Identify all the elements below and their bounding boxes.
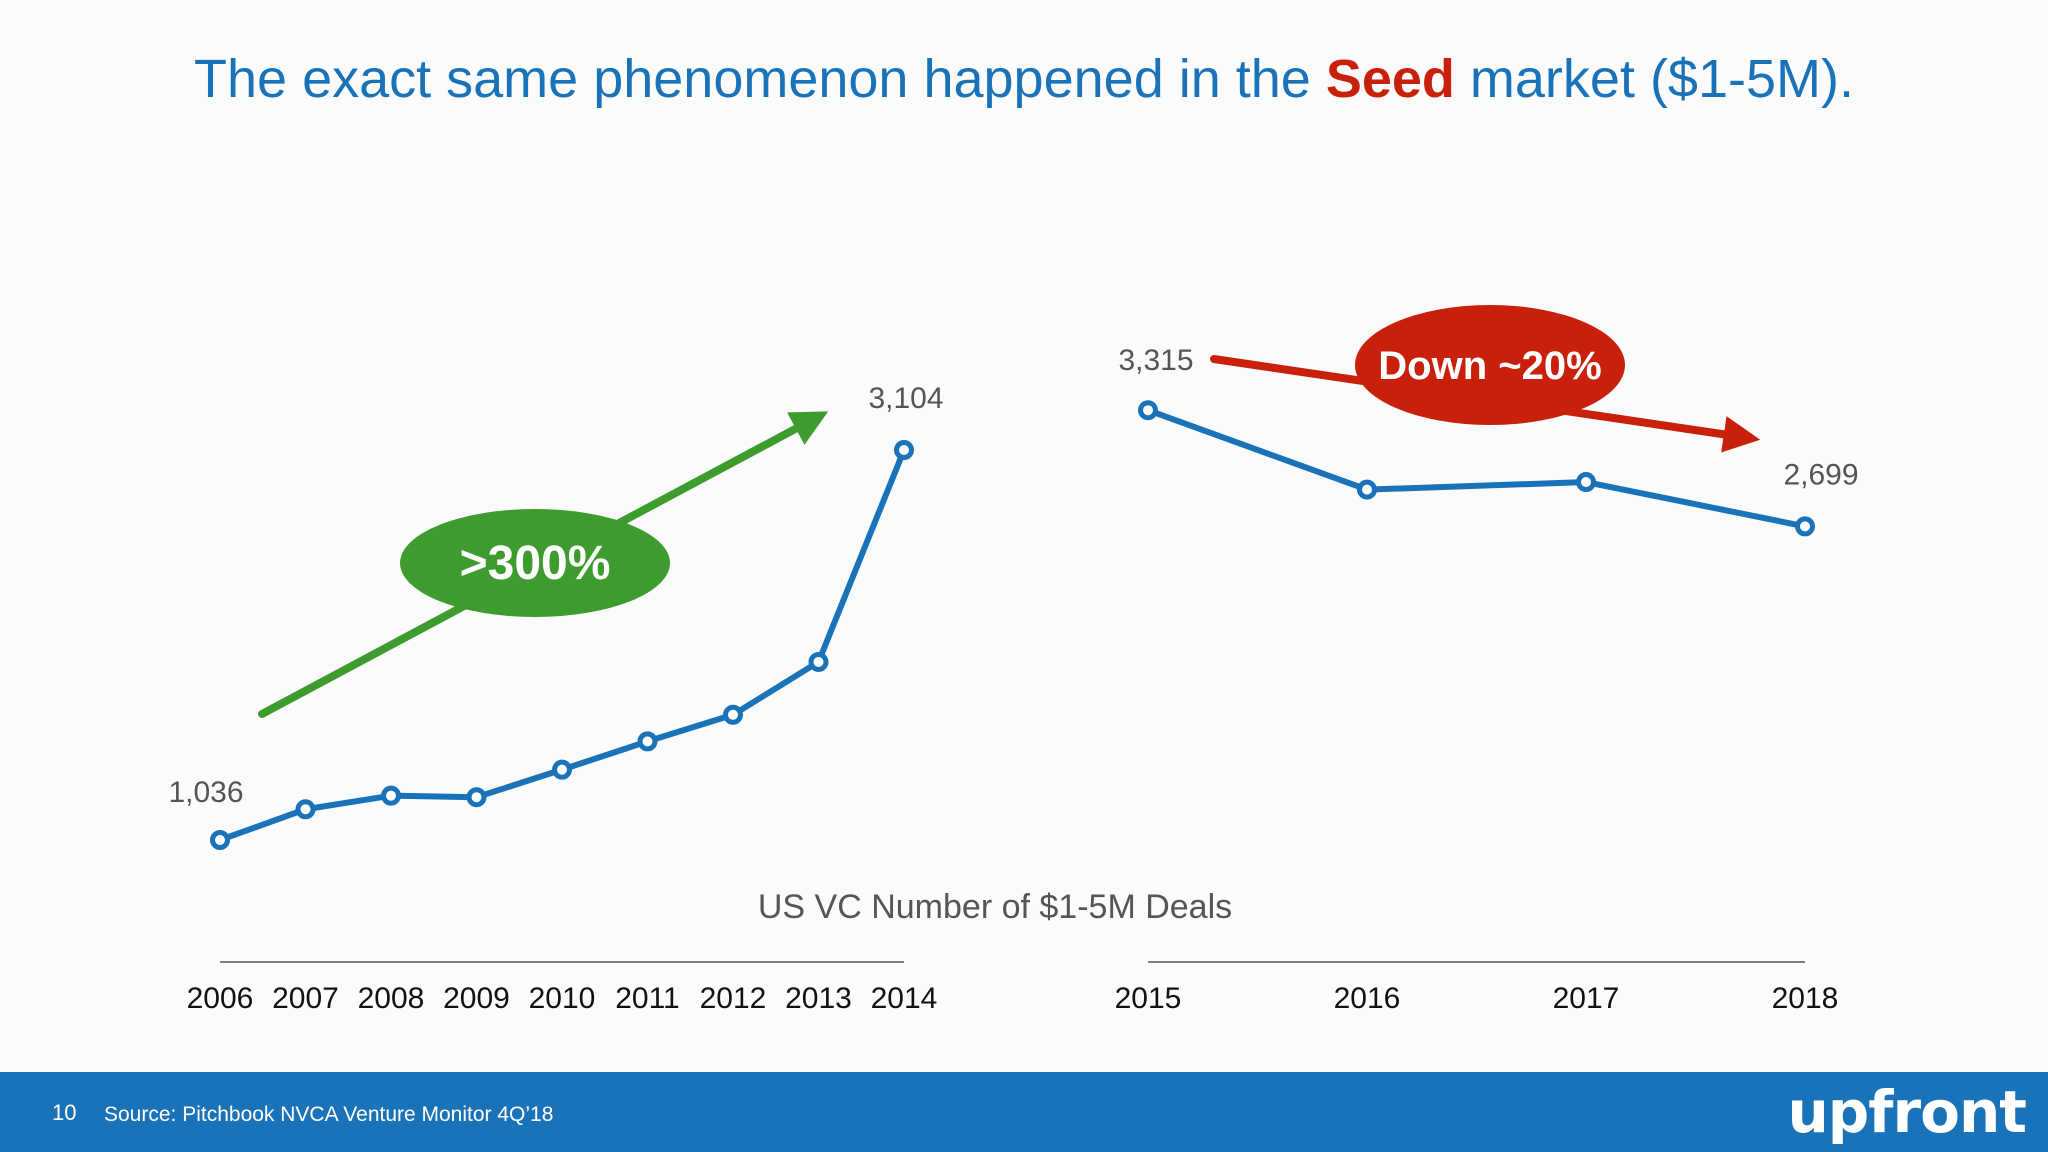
slide-number: 10 (52, 1100, 77, 1125)
series-line (1145, 407, 1808, 530)
data-label-2014: 3,104 (868, 382, 943, 415)
decline-annotation-text: Down ~20% (1378, 344, 1601, 388)
data-point-2011 (637, 731, 658, 752)
series-layer (210, 400, 1815, 850)
series-line (217, 447, 907, 843)
data-point-2015 (1138, 400, 1158, 421)
x-tick-label: 2017 (1553, 982, 1620, 1015)
data-point-2009 (466, 787, 487, 808)
x-tick-label: 2013 (785, 982, 852, 1015)
label-layer: 1,036 3,104 3,315 2,699 (168, 344, 1858, 809)
x-tick-label: 2011 (615, 982, 680, 1015)
title-emphasis: Seed (1325, 49, 1455, 109)
x-tick-label: 2007 (272, 982, 339, 1015)
data-label-2006: 1,036 (168, 776, 243, 809)
growth-annotation-text: >300% (460, 537, 611, 590)
data-label-2018: 2,699 (1783, 458, 1858, 491)
data-point-2014 (894, 440, 914, 460)
data-point-2010 (552, 759, 572, 780)
data-point-2013 (808, 651, 829, 672)
decline-annotation-bubble (1355, 305, 1625, 425)
x-tick-label: 2018 (1772, 982, 1839, 1015)
slide-title: The exact same phenomenon happened in th… (0, 48, 2048, 110)
axes-layer: 2006 2007 2008 2009 2010 2011 2012 2013 2014 2015… (187, 888, 1839, 1015)
growth-annotation-bubble (400, 509, 670, 617)
trend-layer: >300% Down ~20% (258, 305, 1761, 718)
data-label-2015: 3,315 (1118, 344, 1193, 377)
x-tick-label: 2012 (700, 982, 767, 1015)
deals-line-chart: 2006 2007 2008 2009 2010 2011 2012 2013 2014 2015… (168, 305, 1859, 1015)
x-tick-label: 2014 (871, 982, 938, 1015)
data-point-2018 (1795, 516, 1815, 537)
x-tick-label: 2008 (358, 982, 425, 1015)
source-note: Source: Pitchbook NVCA Venture Monitor 4… (104, 1103, 554, 1126)
data-point-2012 (723, 704, 743, 725)
data-point-2016 (1357, 479, 1377, 500)
footer-bar: 10 Source: Pitchbook NVCA Venture Monito… (0, 1072, 2048, 1152)
x-tick-label: 2015 (1115, 982, 1182, 1015)
title-part-2: market ($1-5M). (1454, 49, 1854, 109)
data-point-2007 (295, 799, 316, 820)
data-point-2008 (381, 785, 401, 806)
x-tick-label: 2009 (443, 982, 510, 1015)
data-point-2017 (1576, 472, 1596, 493)
chart-title: US VC Number of $1-5M Deals (758, 888, 1232, 926)
x-tick-label: 2016 (1334, 982, 1401, 1015)
data-point-2006 (210, 830, 230, 850)
title-part-1: The exact same phenomenon happened in th… (194, 49, 1326, 109)
x-tick-label: 2010 (529, 982, 596, 1015)
brand-logo: upfront (1787, 1078, 2027, 1146)
x-tick-label: 2006 (187, 982, 254, 1015)
